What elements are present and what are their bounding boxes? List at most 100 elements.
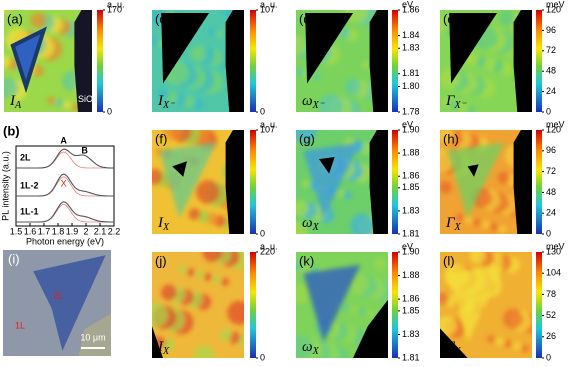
colorbar-tick-label: 24 (546, 208, 556, 218)
colorbar (392, 10, 398, 112)
colorbar-tick-label: 0 (107, 106, 112, 116)
map-image (440, 252, 532, 358)
texture-spot (4, 55, 11, 68)
monolayer (447, 142, 505, 219)
colorbar-tick-label: 26 (546, 331, 556, 341)
map-panel: (a) IA SiO2 a. u.170 0 (4, 0, 125, 116)
x-tick-label: 1.7 (38, 226, 51, 236)
map-image (440, 130, 532, 234)
texture-spot (186, 268, 195, 277)
map-label: ωX (302, 339, 320, 357)
x-tick-label: 2.2 (108, 226, 121, 236)
texture-spot (157, 88, 170, 101)
colorbar-tick-label: 1.85 (402, 182, 420, 192)
map-label: ΓX⁻ (445, 93, 467, 111)
texture-spot (499, 10, 516, 27)
texture-spot (495, 337, 504, 346)
substrate (152, 326, 164, 358)
colorbar-tick-label: 1.83 (402, 43, 420, 53)
panel-label: (c) (155, 11, 170, 26)
texture-spot (296, 130, 317, 144)
texture-spot (296, 335, 314, 358)
texture-spot (341, 302, 350, 311)
map-label: IX (157, 339, 170, 357)
texture-spot (212, 275, 221, 284)
region-label: 1L (15, 320, 25, 330)
texture-spot (450, 101, 459, 110)
texture-spot (440, 292, 449, 305)
texture-spot (195, 179, 220, 204)
flake-2l (33, 255, 106, 351)
peak-label: A (60, 135, 67, 145)
texture-spot (178, 265, 187, 274)
colorbar-tick-label: 48 (546, 66, 556, 76)
colorbar-tick-label: 120 (546, 4, 561, 14)
texture-spot (440, 130, 455, 144)
colorbar-tick-label: 24 (546, 86, 556, 96)
texture-spot (440, 315, 457, 336)
texture-spot (152, 168, 163, 185)
map-label: IX⁻ (157, 93, 175, 111)
map-panel: (c) IX⁻ a. u.107 0 (152, 0, 278, 116)
texture-spot (455, 213, 464, 222)
x-tick-label: 1.6 (24, 226, 37, 236)
texture-spot (296, 67, 304, 76)
substrate (305, 13, 354, 84)
map-symbol: I (157, 339, 164, 355)
map-label: ωX (302, 215, 320, 233)
panel-label: (d) (299, 11, 315, 26)
substrate (74, 10, 92, 112)
texture-spot (319, 94, 344, 112)
texture-spot (190, 45, 207, 62)
substrate (513, 130, 532, 234)
map-image (152, 130, 244, 234)
colorbar (97, 10, 103, 112)
map-symbol: Γ (445, 215, 456, 231)
panel-label: (j) (155, 253, 167, 268)
spectrum (16, 201, 114, 223)
texture-spot (4, 77, 19, 98)
colorbar-tick-label: 1.86 (402, 293, 420, 303)
substrate (513, 10, 532, 112)
panel-label: (a) (7, 11, 23, 26)
texture-spot (344, 78, 361, 95)
panel-label: (k) (299, 253, 314, 268)
marker-label: X (61, 178, 67, 188)
substrate (467, 164, 479, 177)
colorbar (392, 130, 398, 234)
colorbar-tick-label: 1.88 (402, 147, 420, 157)
texture-spot (296, 260, 303, 273)
colorbar-unit: meV (546, 241, 565, 251)
texture-spot (312, 72, 321, 81)
map-symbol: Γ (445, 93, 456, 109)
texture-spot (296, 283, 311, 304)
substrate (172, 161, 187, 177)
colorbar (536, 10, 542, 112)
texture-spot (296, 220, 308, 234)
colorbar-tick-label: 1.90 (402, 124, 420, 134)
colorbar-tick-label: 1.84 (402, 30, 420, 40)
texture-spot (440, 181, 452, 194)
colorbar (250, 252, 256, 358)
colorbar-tick-label: 0 (260, 352, 265, 362)
map-subscript: X⁻ (162, 100, 175, 111)
texture-spot (350, 213, 375, 234)
colorbar-tick-label: 0 (546, 352, 551, 362)
texture-spot (152, 36, 158, 45)
monolayer (303, 142, 361, 219)
texture-spot (362, 61, 371, 70)
substrate (449, 13, 498, 84)
texture-spot (348, 274, 369, 295)
monolayer (303, 264, 361, 343)
texture-spot (203, 273, 212, 282)
region-subscript: 2 (93, 101, 97, 107)
colorbar-tick-label: 107 (260, 4, 275, 14)
colorbar-unit: a. u. (260, 0, 278, 9)
x-tick-label: 2.1 (94, 226, 107, 236)
colorbar-tick-label: 1.85 (402, 305, 420, 315)
texture-spot (335, 189, 344, 198)
texture-spot (227, 300, 244, 325)
map-subscript: X (454, 222, 462, 233)
colorbar-tick-label: 130 (546, 246, 561, 256)
